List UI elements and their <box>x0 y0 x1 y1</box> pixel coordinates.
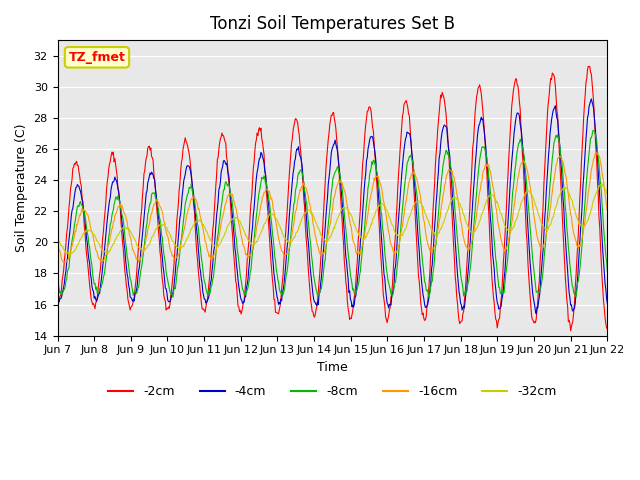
-32cm <box>63 251 71 256</box>
-8cm <box>177 240 184 246</box>
-32cm <box>54 237 61 243</box>
-8cm <box>416 233 424 239</box>
-2cm <box>120 257 128 263</box>
-8cm <box>604 268 611 274</box>
Line: -8cm: -8cm <box>58 131 607 297</box>
-16cm <box>62 259 70 265</box>
-4cm <box>415 249 423 254</box>
-16cm <box>121 211 129 217</box>
-8cm <box>63 268 71 274</box>
-32cm <box>416 199 424 205</box>
-8cm <box>590 128 598 133</box>
-4cm <box>532 311 540 317</box>
-4cm <box>604 301 611 307</box>
-16cm <box>206 253 214 259</box>
-8cm <box>206 291 214 297</box>
-4cm <box>176 215 184 221</box>
-32cm <box>400 229 408 235</box>
-2cm <box>399 110 407 116</box>
-16cm <box>177 242 184 248</box>
Line: -2cm: -2cm <box>58 66 607 331</box>
-2cm <box>63 225 71 231</box>
-16cm <box>65 257 72 263</box>
-32cm <box>121 225 129 231</box>
Y-axis label: Soil Temperature (C): Soil Temperature (C) <box>15 124 28 252</box>
-2cm <box>415 279 423 285</box>
Title: Tonzi Soil Temperatures Set B: Tonzi Soil Temperatures Set B <box>210 15 455 33</box>
-2cm <box>54 301 61 307</box>
-4cm <box>120 240 128 246</box>
-4cm <box>63 255 71 261</box>
Legend: -2cm, -4cm, -8cm, -16cm, -32cm: -2cm, -4cm, -8cm, -16cm, -32cm <box>103 380 562 403</box>
-16cm <box>400 212 408 217</box>
-32cm <box>604 192 611 198</box>
-8cm <box>54 278 61 284</box>
-4cm <box>588 96 595 102</box>
-8cm <box>400 190 408 195</box>
X-axis label: Time: Time <box>317 361 348 374</box>
-4cm <box>205 293 212 299</box>
-2cm <box>604 326 611 332</box>
-8cm <box>120 224 128 230</box>
-2cm <box>584 63 592 69</box>
-32cm <box>598 180 606 186</box>
-16cm <box>592 150 600 156</box>
-2cm <box>176 181 184 187</box>
-2cm <box>567 328 575 334</box>
-32cm <box>206 236 214 242</box>
-32cm <box>177 245 184 251</box>
-2cm <box>205 280 212 286</box>
-16cm <box>54 243 61 249</box>
-32cm <box>66 252 74 258</box>
-4cm <box>399 155 407 160</box>
-8cm <box>169 294 177 300</box>
-16cm <box>604 209 611 215</box>
-16cm <box>416 191 424 197</box>
-4cm <box>54 293 61 299</box>
Text: TZ_fmet: TZ_fmet <box>68 51 125 64</box>
Line: -16cm: -16cm <box>58 153 607 262</box>
Line: -32cm: -32cm <box>58 183 607 255</box>
Line: -4cm: -4cm <box>58 99 607 314</box>
